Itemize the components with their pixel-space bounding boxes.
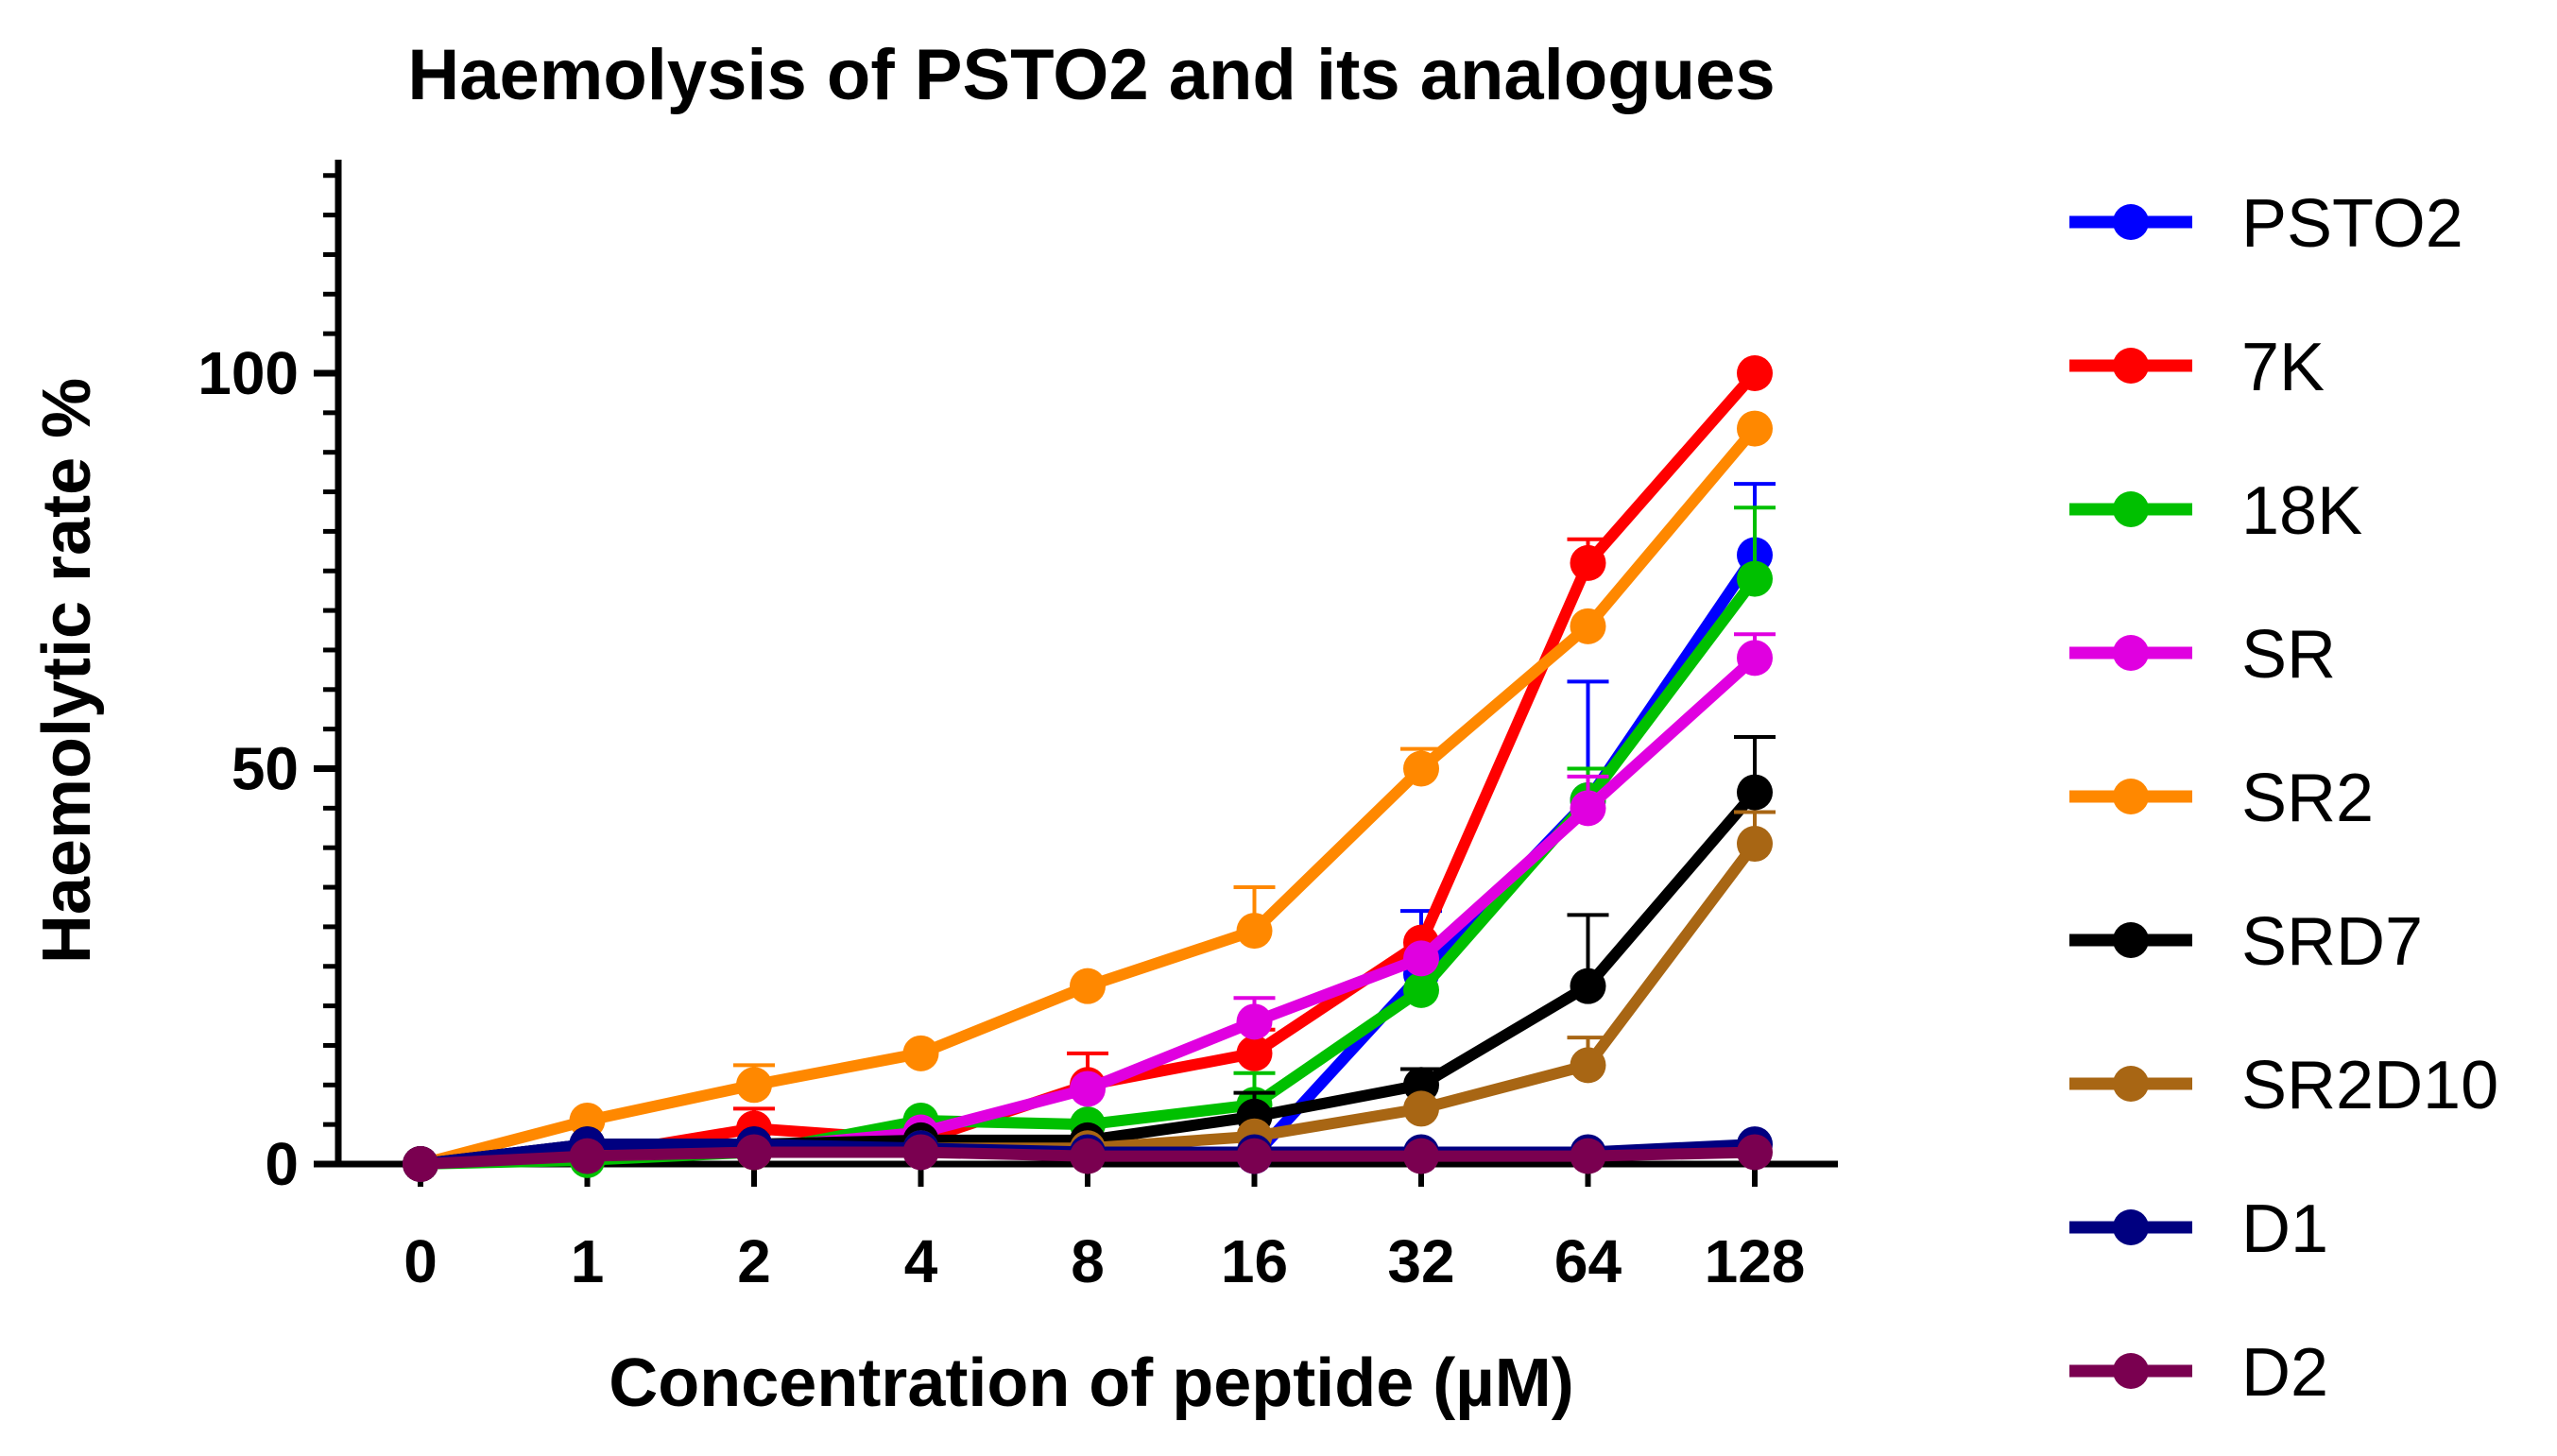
x-tick-label: 2 [737, 1227, 771, 1295]
data-point [1570, 1047, 1606, 1084]
data-point [1737, 560, 1773, 597]
y-tick-label: 0 [265, 1130, 299, 1198]
series-line [420, 369, 1759, 1170]
data-point [1570, 1138, 1606, 1174]
data-point [1737, 826, 1773, 863]
data-point [1570, 968, 1606, 1004]
data-point [1070, 1071, 1106, 1107]
data-point [1236, 1138, 1273, 1174]
x-tick-label: 0 [403, 1227, 438, 1295]
data-point [1570, 544, 1606, 581]
data-point [902, 1035, 939, 1071]
x-tick-label: 8 [1071, 1227, 1105, 1295]
y-tick-label: 100 [197, 339, 299, 407]
data-point [403, 1146, 438, 1182]
data-point [1737, 1134, 1773, 1171]
data-point [1236, 1035, 1273, 1071]
data-point [1570, 790, 1606, 827]
chart-title: Haemolysis of PSTO2 and its analogues [407, 35, 1775, 115]
legend-item-18k: 18K [2069, 473, 2362, 549]
legend-label: SR [2241, 617, 2336, 693]
legend-label: D2 [2241, 1335, 2328, 1411]
legend-item-sr2: SR2 [2069, 761, 2374, 836]
x-tick-label: 64 [1554, 1227, 1622, 1295]
legend-item-d2: D2 [2069, 1335, 2328, 1411]
legend: PSTO2 7K 18K SR SR2 SRD7 SR2D10 D1 D2 [2069, 186, 2498, 1411]
data-point [569, 1138, 606, 1174]
x-tick-label: 128 [1705, 1227, 1806, 1295]
x-axis-label: Concentration of peptide (µM) [609, 1345, 1573, 1421]
data-point [1070, 968, 1106, 1004]
legend-item-d1: D1 [2069, 1191, 2328, 1267]
legend-label: 18K [2241, 473, 2362, 549]
legend-swatch-marker [2113, 491, 2149, 527]
series-layer [403, 355, 1776, 1182]
legend-label: SRD7 [2241, 904, 2423, 980]
series-d2 [403, 1134, 1773, 1182]
data-point [1737, 640, 1773, 677]
data-point [736, 1067, 772, 1104]
data-point [1403, 971, 1439, 1008]
legend-label: PSTO2 [2241, 186, 2463, 262]
legend-swatch-marker [2113, 1353, 2149, 1389]
data-point [1236, 913, 1273, 950]
data-point [1236, 1003, 1273, 1040]
legend-swatch-marker [2113, 1066, 2149, 1102]
legend-swatch-marker [2113, 779, 2149, 814]
data-point [1737, 774, 1773, 811]
y-tick-label: 50 [232, 735, 299, 803]
data-point [1737, 410, 1773, 447]
legend-item-srd7: SRD7 [2069, 904, 2423, 980]
legend-label: D1 [2241, 1191, 2328, 1267]
data-point [1737, 355, 1773, 391]
data-point [1570, 608, 1606, 644]
data-point [902, 1134, 939, 1171]
data-point [1403, 1090, 1439, 1127]
legend-item-sr: SR [2069, 617, 2336, 693]
legend-swatch-marker [2113, 1209, 2149, 1245]
legend-label: SR2D10 [2241, 1048, 2498, 1123]
x-tick-label: 1 [571, 1227, 605, 1295]
legend-swatch-marker [2113, 922, 2149, 958]
x-tick-label: 4 [904, 1227, 938, 1295]
data-point [1070, 1138, 1106, 1174]
series-sr [403, 632, 1776, 1182]
x-tick-label: 32 [1387, 1227, 1454, 1295]
legend-swatch-marker [2113, 348, 2149, 384]
data-point [1403, 940, 1439, 977]
data-point [736, 1134, 772, 1171]
legend-swatch-marker [2113, 204, 2149, 240]
legend-swatch-marker [2113, 635, 2149, 671]
legend-item-7k: 7K [2069, 330, 2325, 405]
y-axis-label: Haemolytic rate % [29, 378, 105, 964]
legend-item-sr2d10: SR2D10 [2069, 1048, 2498, 1123]
legend-label: 7K [2241, 330, 2325, 405]
data-point [1403, 750, 1439, 787]
legend-label: SR2 [2241, 761, 2374, 836]
x-tick-label: 16 [1221, 1227, 1288, 1295]
legend-item-psto2: PSTO2 [2069, 186, 2463, 262]
data-point [1403, 1138, 1439, 1174]
